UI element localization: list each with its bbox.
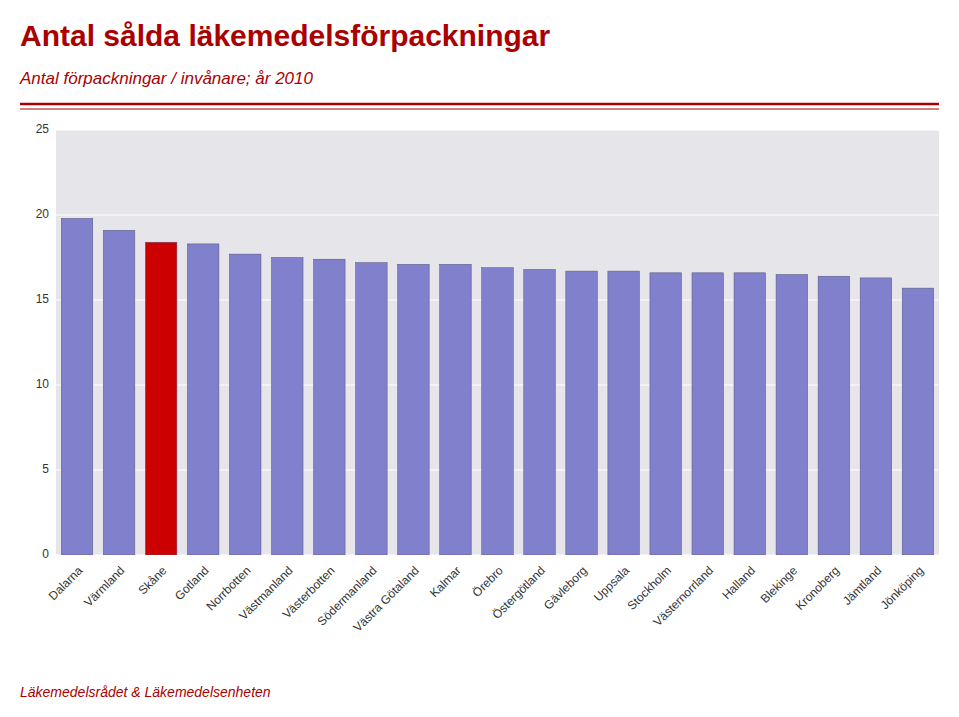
chart-container: Antal sålda läkemedelsförpackningar Antal…	[0, 0, 959, 717]
bar	[356, 263, 388, 555]
x-tick-label: Gotland	[172, 563, 212, 603]
bar	[145, 242, 177, 555]
y-tick-label: 0	[42, 547, 49, 561]
bar	[902, 288, 934, 555]
bar	[608, 271, 640, 555]
x-tick-label: Kronoberg	[793, 563, 843, 613]
x-tick-label: Västra Götaland	[351, 563, 422, 634]
x-tick-label: Halland	[719, 563, 758, 602]
bar	[61, 218, 93, 555]
bar	[566, 271, 598, 555]
x-tick-label: Östergötland	[489, 563, 547, 621]
x-tick-label: Västernorrland	[651, 563, 717, 629]
footer: Läkemedelsrådet & Läkemedelsenheten	[20, 684, 271, 700]
x-tick-label: Örebro	[470, 563, 507, 600]
x-tick-label: Blekinge	[758, 563, 801, 606]
bar	[314, 259, 346, 555]
y-tick-label: 5	[42, 462, 49, 476]
y-tick-label: 20	[36, 207, 50, 221]
x-tick-label: Dalarna	[46, 563, 86, 603]
plot-background	[56, 130, 939, 555]
bar	[482, 268, 514, 555]
title: Antal sålda läkemedelsförpackningar	[20, 19, 551, 52]
grid-line	[56, 215, 939, 216]
x-tick-label: Värmland	[81, 563, 127, 609]
x-tick-label: Jönköping	[878, 563, 927, 612]
x-tick-label: Skåne	[135, 563, 169, 597]
bar	[187, 244, 219, 555]
bar	[271, 258, 303, 556]
x-tick-label: Uppsala	[591, 563, 632, 604]
y-tick-label: 25	[36, 122, 50, 136]
bar	[860, 278, 892, 555]
x-tick-label: Gävleborg	[541, 563, 590, 612]
rule	[20, 109, 939, 110]
x-tick-label: Kalmar	[427, 563, 464, 600]
grid	[56, 130, 939, 555]
bar	[776, 275, 808, 556]
y-tick-label: 15	[36, 292, 50, 306]
bar	[398, 264, 430, 555]
grid-line	[56, 130, 939, 131]
bar	[818, 276, 850, 555]
bar	[524, 269, 556, 555]
bar	[650, 273, 682, 555]
bars	[61, 218, 933, 555]
bar	[229, 254, 261, 555]
bar	[103, 230, 135, 555]
rule	[20, 103, 939, 106]
bar	[734, 273, 766, 555]
subtitle: Antal förpackningar / invånare; år 2010	[19, 69, 314, 88]
bar	[692, 273, 724, 555]
y-tick-label: 10	[36, 377, 50, 391]
bar	[440, 264, 472, 555]
chart: Antal sålda läkemedelsförpackningar Antal…	[0, 0, 959, 717]
